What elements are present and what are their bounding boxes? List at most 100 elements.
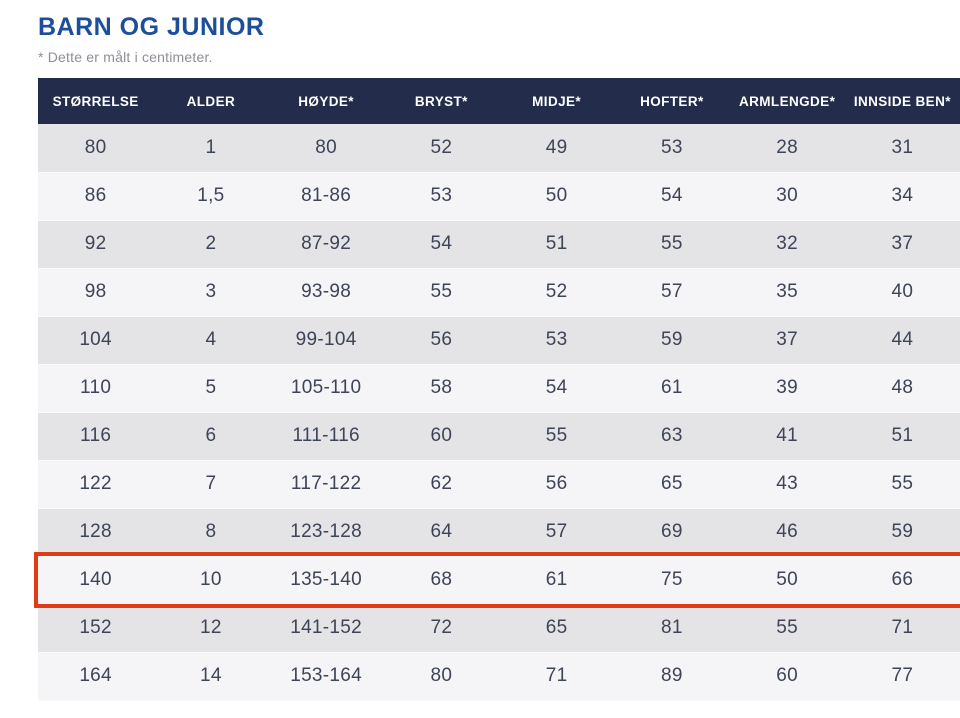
table-cell: 53: [383, 172, 499, 221]
table-cell: 30: [729, 172, 845, 221]
column-header: INNSIDE BEN*: [844, 78, 960, 124]
table-cell: 66: [844, 556, 960, 605]
table-cell: 92: [38, 220, 154, 269]
column-header: ARMLENGDE*: [729, 78, 845, 124]
table-cell: 55: [729, 604, 845, 653]
table-cell: 51: [844, 412, 960, 461]
table-cell: 57: [614, 268, 730, 317]
table-cell: 93-98: [268, 268, 384, 317]
table-cell: 57: [499, 508, 615, 557]
table-row: 86 1,5 81-86 53 50 54 30 34: [38, 172, 960, 221]
table-cell: 46: [729, 508, 845, 557]
table-row: 98 3 93-98 55 52 57 35 40: [38, 268, 960, 317]
table-cell: 40: [844, 268, 960, 317]
table-cell: 3: [153, 268, 269, 317]
table-cell: 44: [844, 316, 960, 365]
table-cell: 123-128: [268, 508, 384, 557]
table-cell: 59: [614, 316, 730, 365]
table-cell: 140: [38, 556, 154, 605]
table-cell: 35: [729, 268, 845, 317]
table-row: 122 7 117-122 62 56 65 43 55: [38, 460, 960, 509]
table-cell: 1,5: [153, 172, 269, 221]
table-cell: 68: [383, 556, 499, 605]
table-cell: 63: [614, 412, 730, 461]
size-table-container: STØRRELSE ALDER HØYDE* BRYST* MIDJE* HOFTER* A…: [34, 78, 960, 701]
table-cell: 55: [499, 412, 615, 461]
column-header: ALDER: [153, 78, 269, 124]
table-cell: 28: [729, 124, 845, 173]
size-table-body: 80 1 80 52 49 53 28 31 86 1,5 81-86 53 50 54 30 34 92 2 87…: [38, 124, 960, 701]
size-guide-section: BARN OG JUNIOR * Dette er målt i centime…: [34, 13, 960, 701]
table-row: 128 8 123-128 64 57 69 46 59: [38, 508, 960, 557]
table-cell: 55: [383, 268, 499, 317]
table-row: 116 6 111-116 60 55 63 41 51: [38, 412, 960, 461]
table-cell: 52: [383, 124, 499, 173]
table-header-row: STØRRELSE ALDER HØYDE* BRYST* MIDJE* HOFTER* A…: [38, 78, 960, 124]
table-cell: 62: [383, 460, 499, 509]
column-header: HØYDE*: [268, 78, 384, 124]
column-header: STØRRELSE: [38, 78, 154, 124]
table-cell: 128: [38, 508, 154, 557]
table-cell: 10: [153, 556, 269, 605]
size-table: STØRRELSE ALDER HØYDE* BRYST* MIDJE* HOFTER* A…: [38, 78, 960, 701]
measurement-note: * Dette er målt i centimeter.: [38, 49, 213, 65]
table-row: 104 4 99-104 56 53 59 37 44: [38, 316, 960, 365]
table-cell: 105-110: [268, 364, 384, 413]
table-cell: 164: [38, 652, 154, 701]
table-cell: 32: [729, 220, 845, 269]
table-row: 164 14 153-164 80 71 89 60 77: [38, 652, 960, 701]
table-cell: 61: [499, 556, 615, 605]
table-cell: 50: [499, 172, 615, 221]
table-cell: 65: [499, 604, 615, 653]
table-cell: 52: [499, 268, 615, 317]
table-row: 110 5 105-110 58 54 61 39 48: [38, 364, 960, 413]
table-cell: 69: [614, 508, 730, 557]
table-cell: 37: [844, 220, 960, 269]
table-cell: 55: [844, 460, 960, 509]
table-row: 140 10 135-140 68 61 75 50 66: [38, 556, 960, 605]
table-cell: 81: [614, 604, 730, 653]
table-cell: 75: [614, 556, 730, 605]
table-cell: 39: [729, 364, 845, 413]
table-cell: 116: [38, 412, 154, 461]
size-table-head: STØRRELSE ALDER HØYDE* BRYST* MIDJE* HOFTER* A…: [38, 78, 960, 124]
table-cell: 86: [38, 172, 154, 221]
table-cell: 14: [153, 652, 269, 701]
table-cell: 55: [614, 220, 730, 269]
table-cell: 54: [614, 172, 730, 221]
table-cell: 48: [844, 364, 960, 413]
table-cell: 51: [499, 220, 615, 269]
page-title: BARN OG JUNIOR: [38, 13, 265, 41]
table-cell: 72: [383, 604, 499, 653]
table-cell: 152: [38, 604, 154, 653]
table-cell: 34: [844, 172, 960, 221]
table-cell: 12: [153, 604, 269, 653]
table-row: 80 1 80 52 49 53 28 31: [38, 124, 960, 173]
table-cell: 64: [383, 508, 499, 557]
table-cell: 135-140: [268, 556, 384, 605]
table-cell: 1: [153, 124, 269, 173]
table-cell: 8: [153, 508, 269, 557]
column-header: MIDJE*: [499, 78, 615, 124]
table-cell: 43: [729, 460, 845, 509]
table-cell: 54: [499, 364, 615, 413]
table-cell: 77: [844, 652, 960, 701]
table-cell: 60: [729, 652, 845, 701]
table-cell: 98: [38, 268, 154, 317]
table-cell: 5: [153, 364, 269, 413]
column-header: BRYST*: [383, 78, 499, 124]
table-cell: 117-122: [268, 460, 384, 509]
table-cell: 49: [499, 124, 615, 173]
table-cell: 99-104: [268, 316, 384, 365]
table-cell: 110: [38, 364, 154, 413]
table-cell: 50: [729, 556, 845, 605]
table-cell: 41: [729, 412, 845, 461]
table-row: 152 12 141-152 72 65 81 55 71: [38, 604, 960, 653]
table-cell: 71: [499, 652, 615, 701]
table-cell: 153-164: [268, 652, 384, 701]
table-cell: 81-86: [268, 172, 384, 221]
table-cell: 56: [499, 460, 615, 509]
table-cell: 60: [383, 412, 499, 461]
column-header: HOFTER*: [614, 78, 730, 124]
table-cell: 2: [153, 220, 269, 269]
